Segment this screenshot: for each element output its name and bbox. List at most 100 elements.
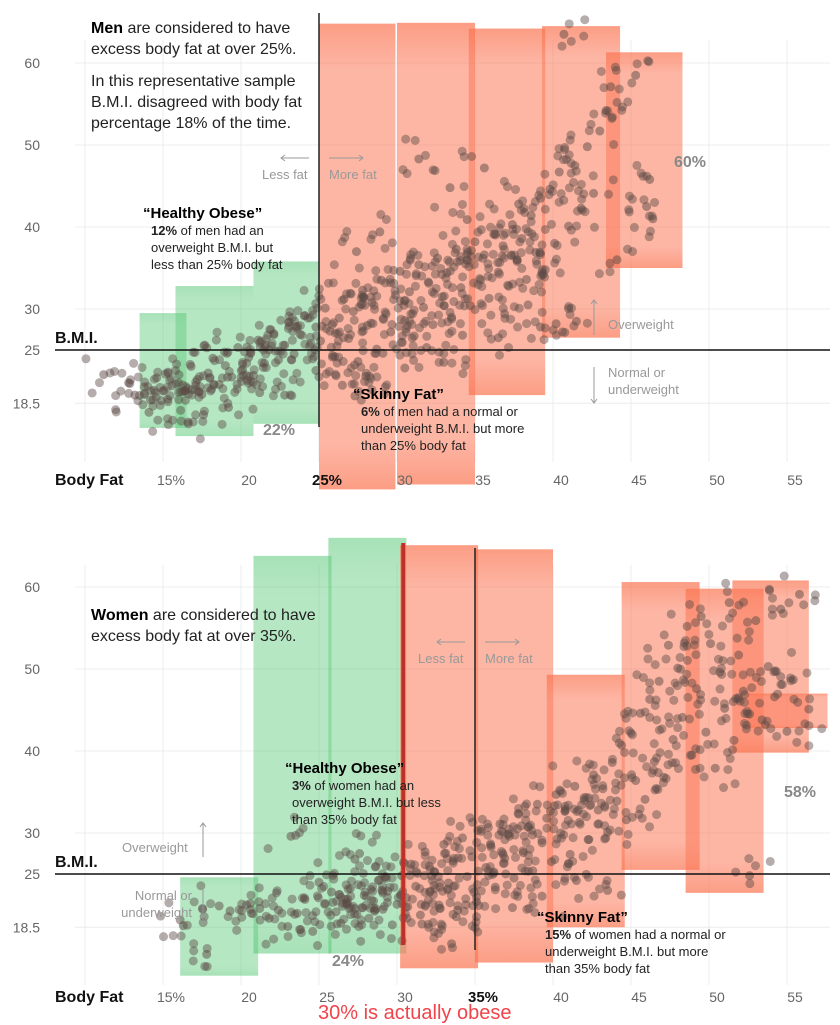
men-data-point [176,416,186,426]
women-data-point [389,882,399,892]
women-data-point [486,839,496,849]
women-data-point [386,933,396,943]
women-data-point [677,712,687,722]
women-data-point [742,617,752,627]
men-x-tick-label: 55 [787,472,803,488]
women-data-point [356,881,366,891]
men-data-point [133,372,143,382]
women-y-tick-label: 50 [24,661,40,677]
women-data-point [572,756,582,766]
men-data-point [255,338,265,348]
men-data-point [371,348,381,358]
women-data-point [558,788,568,798]
men-data-point [346,289,356,299]
women-data-point [353,880,363,890]
men-data-point [379,329,389,339]
women-data-point [342,898,352,908]
men-data-point [444,257,454,267]
women-data-point [248,909,258,919]
men-data-point [434,310,444,320]
women-data-point [745,667,755,677]
men-data-point [433,253,443,263]
women-data-point [513,891,523,901]
women-data-point [619,773,629,783]
men-data-point [209,380,219,390]
women-data-point [649,739,659,749]
men-skinny-fat-text: of men had a normal or underweight B.M.I… [361,404,525,453]
men-data-point [476,275,486,285]
women-data-point [427,875,437,885]
men-data-point [248,370,258,380]
women-data-point [672,714,682,724]
women-data-point [596,798,606,808]
women-data-point [545,806,555,816]
men-data-point [470,237,480,247]
women-data-point [666,609,676,619]
men-data-point [139,390,149,400]
women-data-point [358,903,368,913]
women-data-point [591,784,601,794]
men-data-point [350,360,360,370]
women-data-point [787,647,797,657]
women-data-point [254,883,264,893]
women-data-point [465,846,475,856]
men-data-point [205,373,215,383]
men-data-point [456,283,466,293]
women-data-point [563,859,573,869]
women-data-point [507,903,517,913]
men-data-point [329,318,339,328]
men-data-point [485,199,495,209]
men-data-point [494,350,504,360]
women-data-point [766,724,776,734]
men-data-point [380,307,390,317]
men-data-point [514,199,524,209]
men-data-point [320,303,330,313]
men-data-point [253,335,263,345]
men-data-point [445,307,455,317]
women-data-point [341,899,351,909]
men-data-point [555,268,565,278]
men-data-point [369,300,379,310]
men-data-point [330,369,340,379]
women-data-point [513,808,523,818]
men-data-point [493,333,503,343]
women-data-point [526,825,536,835]
men-intro-text: are considered to have excess body fat a… [91,20,297,58]
men-data-point [495,258,505,268]
men-data-point [170,366,180,375]
men-data-point [643,56,653,66]
men-data-point [551,330,561,340]
men-data-point [410,281,420,291]
men-data-point [499,253,509,263]
women-data-point [436,919,446,929]
men-data-point [624,191,634,201]
men-data-point [576,179,586,189]
men-data-point [398,165,408,175]
women-data-point [387,873,397,883]
men-data-point [428,165,438,175]
men-data-point [460,294,470,304]
men-data-point [582,142,592,152]
men-data-point [254,320,264,330]
women-data-point [176,931,186,941]
women-data-point [437,921,447,931]
men-data-point [487,273,497,283]
women-data-point [446,890,456,900]
women-data-point [429,906,439,916]
men-data-point [232,379,242,389]
women-data-point [447,939,457,949]
women-x-tick-label: 15% [157,989,185,1005]
women-data-point [189,897,199,907]
men-data-point [477,282,487,292]
women-data-point [483,819,493,829]
men-data-point [462,255,472,265]
women-healthy-obese-text: of women had an overweight B.M.I. but le… [292,778,441,827]
women-data-point [675,653,685,663]
women-data-point [599,765,609,775]
women-data-point [753,726,763,736]
men-data-point [610,62,620,72]
men-data-point [423,277,433,287]
women-data-point [663,640,673,650]
women-data-point [461,894,471,904]
men-data-point [212,327,222,337]
